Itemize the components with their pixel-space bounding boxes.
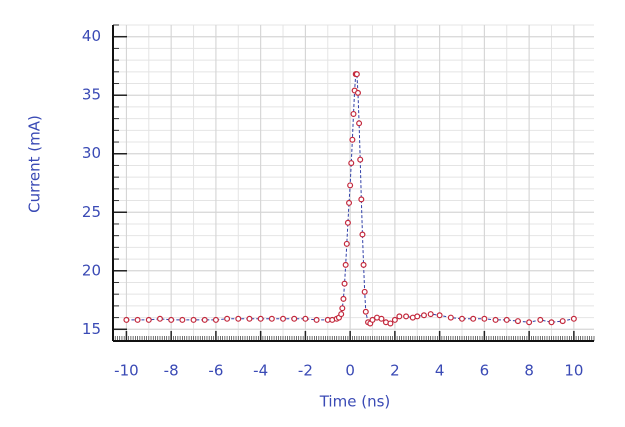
data-point (492, 316, 499, 323)
data-point (391, 316, 398, 323)
data-point (514, 318, 521, 325)
data-point (343, 240, 350, 247)
data-point (548, 319, 555, 326)
x-tick-label: 6 (480, 362, 490, 380)
data-point (347, 182, 354, 189)
y-tick-label: 20 (82, 261, 101, 279)
data-point (156, 315, 163, 322)
data-point (246, 315, 253, 322)
y-tick-label: 40 (82, 27, 101, 45)
x-tick-label: -2 (298, 362, 313, 380)
data-point (201, 316, 208, 323)
data-point (353, 71, 360, 78)
data-point (313, 316, 320, 323)
data-point (436, 312, 443, 319)
data-point (212, 316, 219, 323)
data-point (559, 318, 566, 325)
x-tick-label: 4 (435, 362, 445, 380)
data-point (427, 311, 434, 318)
data-point (257, 315, 264, 322)
data-point (354, 89, 361, 96)
y-tick-label: 25 (82, 203, 101, 221)
data-point (302, 315, 309, 322)
data-point (350, 110, 357, 117)
y-tick-label: 15 (82, 320, 101, 338)
data-point (291, 315, 298, 322)
data-point (134, 316, 141, 323)
data-point (179, 316, 186, 323)
x-tick-label: 0 (345, 362, 355, 380)
data-point (447, 314, 454, 321)
data-point (346, 199, 353, 206)
data-point (403, 313, 410, 320)
data-point (123, 316, 130, 323)
data-point (481, 315, 488, 322)
x-tick-label: -8 (164, 362, 179, 380)
x-tick-label: 8 (524, 362, 534, 380)
data-point (338, 311, 345, 318)
y-tick-label: 35 (82, 86, 101, 104)
data-point (361, 288, 368, 295)
data-point (340, 295, 347, 302)
data-point (360, 261, 367, 268)
data-point (369, 316, 376, 323)
data-point (526, 319, 533, 326)
data-point (357, 156, 364, 163)
data-point (378, 315, 385, 322)
data-point (348, 160, 355, 167)
data-point (168, 316, 175, 323)
data-point (362, 308, 369, 315)
y-tick-label: 30 (82, 144, 101, 162)
data-point (349, 136, 356, 143)
data-point (341, 280, 348, 287)
x-tick-label: -4 (253, 362, 268, 380)
data-point (420, 312, 427, 319)
data-point (387, 320, 394, 327)
y-axis-label: Current (mA) (26, 115, 44, 213)
data-point (414, 313, 421, 320)
data-point (145, 316, 152, 323)
data-point (570, 315, 577, 322)
data-point (358, 196, 365, 203)
data-point (344, 219, 351, 226)
data-point (459, 315, 466, 322)
x-axis-label: Time (ns) (319, 393, 391, 411)
data-point (359, 231, 366, 238)
data-point (268, 315, 275, 322)
x-tick-label: -10 (114, 362, 139, 380)
data-point (224, 315, 231, 322)
x-tick-label: 10 (564, 362, 583, 380)
data-point (356, 120, 363, 127)
x-tick-label: -6 (208, 362, 223, 380)
data-point (537, 316, 544, 323)
data-point (396, 313, 403, 320)
data-point (235, 315, 242, 322)
data-point (470, 315, 477, 322)
data-point (503, 316, 510, 323)
data-point (342, 261, 349, 268)
data-point (339, 305, 346, 312)
x-tick-label: 2 (390, 362, 400, 380)
data-point (280, 315, 287, 322)
data-point (190, 316, 197, 323)
